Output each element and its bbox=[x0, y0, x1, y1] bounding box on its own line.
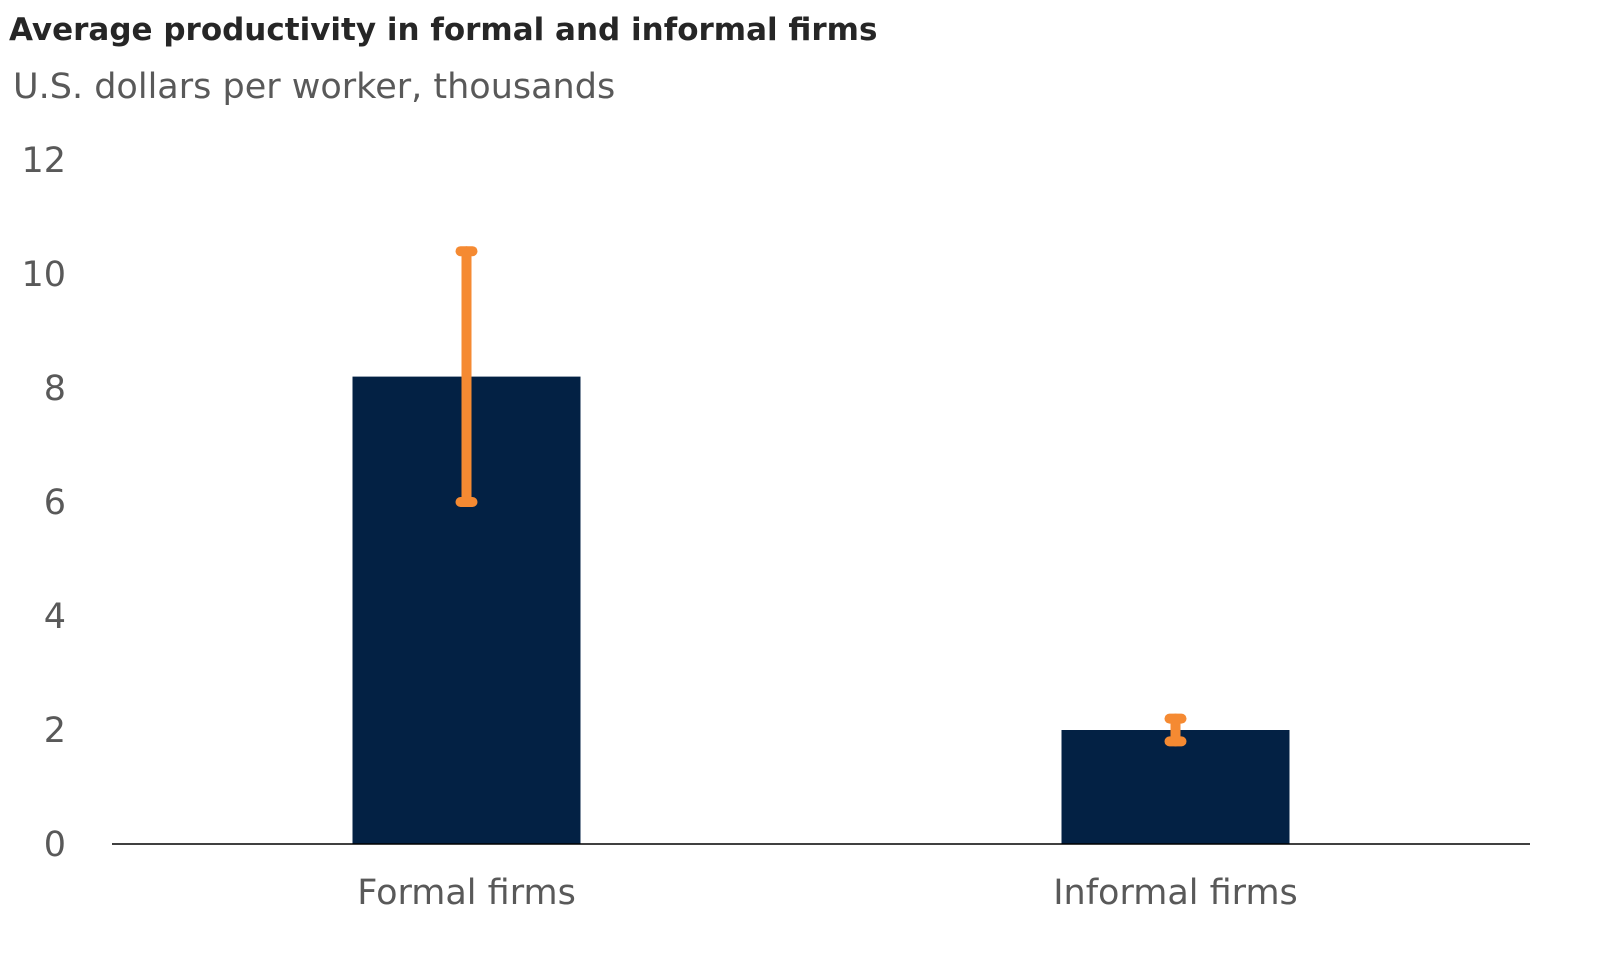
x-category-label: Informal firms bbox=[1053, 873, 1298, 913]
y-tick-label: 12 bbox=[21, 141, 66, 181]
bars bbox=[352, 376, 1290, 844]
y-tick-label: 0 bbox=[44, 825, 66, 865]
x-axis-categories: Formal firms Informal firms bbox=[357, 873, 1298, 913]
y-axis-ticks: 0 2 4 6 8 10 12 bbox=[21, 141, 66, 865]
chart-title: Average productivity in formal and infor… bbox=[9, 12, 878, 48]
error-bars bbox=[455, 246, 1187, 747]
bar bbox=[1061, 730, 1290, 844]
chart-subtitle: U.S. dollars per worker, thousands bbox=[13, 67, 616, 107]
error-bar bbox=[1164, 713, 1187, 747]
y-tick-label: 2 bbox=[44, 711, 66, 751]
x-category-label: Formal firms bbox=[357, 873, 576, 913]
y-tick-label: 10 bbox=[21, 255, 66, 295]
y-tick-label: 8 bbox=[44, 369, 66, 409]
y-tick-label: 6 bbox=[44, 483, 66, 523]
error-bar bbox=[455, 246, 478, 507]
y-tick-label: 4 bbox=[44, 597, 66, 637]
